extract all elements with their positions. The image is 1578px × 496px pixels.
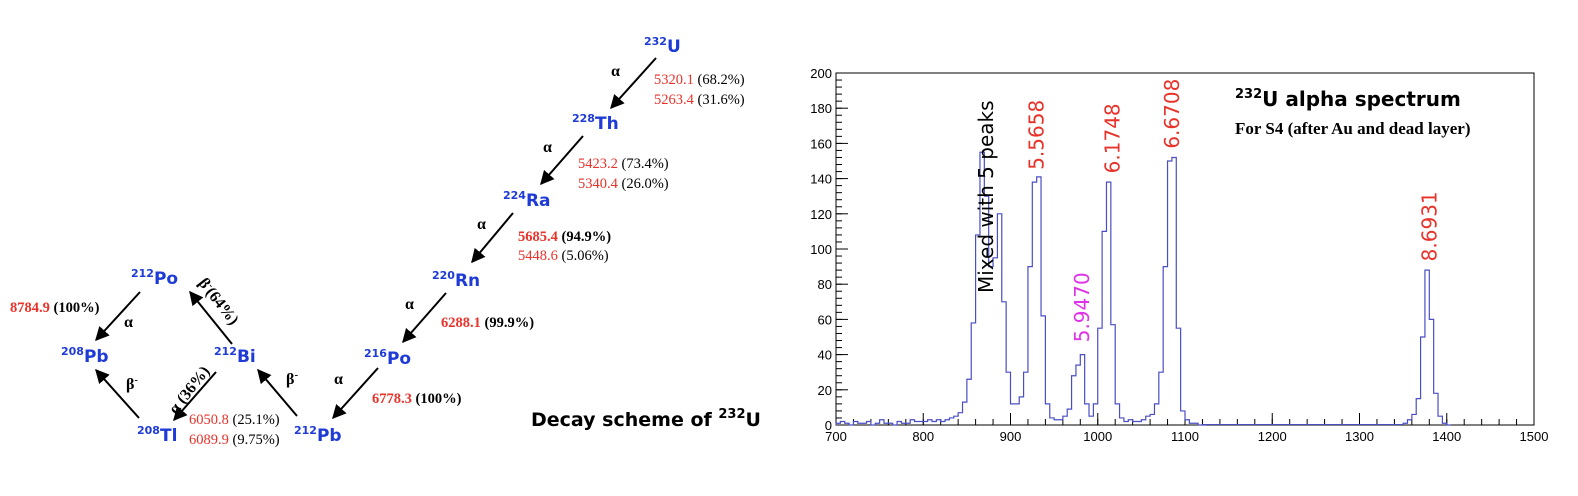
decay-scheme-diagram: 232U 228Th 224Ra 220Rn 216Po 212Pb 212Bi… <box>10 35 761 448</box>
energy-line: 8784.9 (100%) <box>10 300 100 316</box>
arrow-bi212-po212 <box>189 290 233 345</box>
nuclide-th228: 228Th <box>572 112 619 134</box>
nuclide-bi212: 212Bi <box>214 345 256 367</box>
arrow-th228-ra224 <box>540 135 584 186</box>
peak-annotation: 5.5658 <box>1025 100 1049 170</box>
energy-line: 6778.3 (100%) <box>372 391 462 407</box>
decay-label-alpha-36: α (36%) <box>166 363 214 417</box>
peak-annotations: Mixed with 5 peaks 5.5658 5.9470 6.1748 6.67… <box>974 79 1441 343</box>
x-tick-label: 700 <box>825 429 847 444</box>
y-tick-label: 0 <box>825 418 832 433</box>
energy-line: 6089.9 (9.75%) <box>189 432 280 448</box>
nuclide-ra224: 224Ra <box>503 189 551 211</box>
y-tick-label: 20 <box>818 383 832 398</box>
nuclide-po216: 216Po <box>364 347 411 369</box>
y-tick-label: 60 <box>818 312 832 327</box>
energy-line: 5263.4 (31.6%) <box>654 92 745 108</box>
arrow-tl208-pb208 <box>95 368 140 419</box>
nuclide-pb208: 208Pb <box>61 345 109 367</box>
decay-label-alpha: α <box>334 371 343 388</box>
nuclide-po212: 212Po <box>131 267 178 289</box>
y-axis: 0 20 40 60 80 100 120 140 160 180 200 <box>810 66 848 433</box>
x-tick-label: 800 <box>912 429 934 444</box>
y-tick-label: 140 <box>810 172 832 187</box>
y-tick-label: 80 <box>818 277 832 292</box>
x-tick-label: 1100 <box>1171 429 1199 444</box>
energy-line: 5423.2 (73.4%) <box>578 156 669 172</box>
arrow-po212-pb208 <box>95 291 141 342</box>
x-tick-label: 1300 <box>1345 429 1374 444</box>
nuclide-tl208: 208Tl <box>137 424 177 446</box>
scheme-title: Decay scheme of 232U <box>531 407 761 431</box>
y-tick-label: 180 <box>810 101 832 116</box>
decay-label-beta: β- <box>286 369 298 388</box>
decay-label-alpha: α <box>405 296 414 313</box>
energy-line: 6288.1 (99.9%) <box>441 315 534 331</box>
energy-line: 5340.4 (26.0%) <box>578 176 669 192</box>
nuclide-u232: 232U <box>644 35 681 57</box>
arrow-bi212-tl208 <box>173 371 217 422</box>
decay-label-beta: β- <box>126 375 138 393</box>
nuclide-pb212: 212Pb <box>294 424 342 446</box>
decay-label-alpha: α <box>611 63 620 80</box>
chart-title: 232U alpha spectrum <box>1235 87 1461 111</box>
peak-annotation: 6.6708 <box>1160 79 1184 149</box>
peak-annotation: Mixed with 5 peaks <box>974 100 998 293</box>
arrow-ra224-rn220 <box>471 212 514 264</box>
decay-arrows <box>95 57 657 422</box>
peak-annotation: 6.1748 <box>1101 103 1125 173</box>
y-tick-label: 120 <box>810 207 832 222</box>
y-tick-label: 200 <box>810 66 832 81</box>
y-tick-label: 40 <box>818 348 832 363</box>
peak-annotation: 5.9470 <box>1070 272 1094 342</box>
x-tick-label: 1400 <box>1432 429 1461 444</box>
x-tick-label: 1500 <box>1520 429 1549 444</box>
x-tick-label: 1200 <box>1258 429 1287 444</box>
nuclide-rn220: 220Rn <box>432 269 480 291</box>
arrow-po216-pb212 <box>332 367 379 420</box>
y-tick-label: 100 <box>810 242 832 257</box>
arrow-u232-th228 <box>610 57 657 110</box>
y-tick-label: 160 <box>810 136 832 151</box>
x-tick-label: 900 <box>1000 429 1022 444</box>
arrow-pb212-bi212 <box>257 368 298 417</box>
peak-annotation: 8.6931 <box>1417 191 1441 261</box>
decay-label-alpha: α <box>124 314 133 331</box>
energy-line: 6050.8 (25.1%) <box>189 412 280 428</box>
decay-label-alpha: α <box>543 139 552 156</box>
energy-line: 5320.1 (68.2%) <box>654 72 745 88</box>
decay-label-beta-64: β-(64%) <box>195 274 243 328</box>
energy-line: 5448.6 (5.06%) <box>518 248 609 264</box>
arrow-rn220-po216 <box>402 292 447 344</box>
x-tick-label: 1000 <box>1083 429 1112 444</box>
energy-line: 5685.4 (94.9%) <box>518 229 611 245</box>
decay-label-alpha: α <box>477 216 486 233</box>
alpha-spectrum-chart: 0 20 40 60 80 100 120 140 160 180 200 700 800 900 100… <box>810 66 1548 444</box>
histogram-series <box>835 151 1452 426</box>
x-axis: 700 800 900 1000 1100 1200 1300 1400 1500 <box>825 413 1548 444</box>
chart-subtitle: For S4 (after Au and dead layer) <box>1235 119 1470 138</box>
